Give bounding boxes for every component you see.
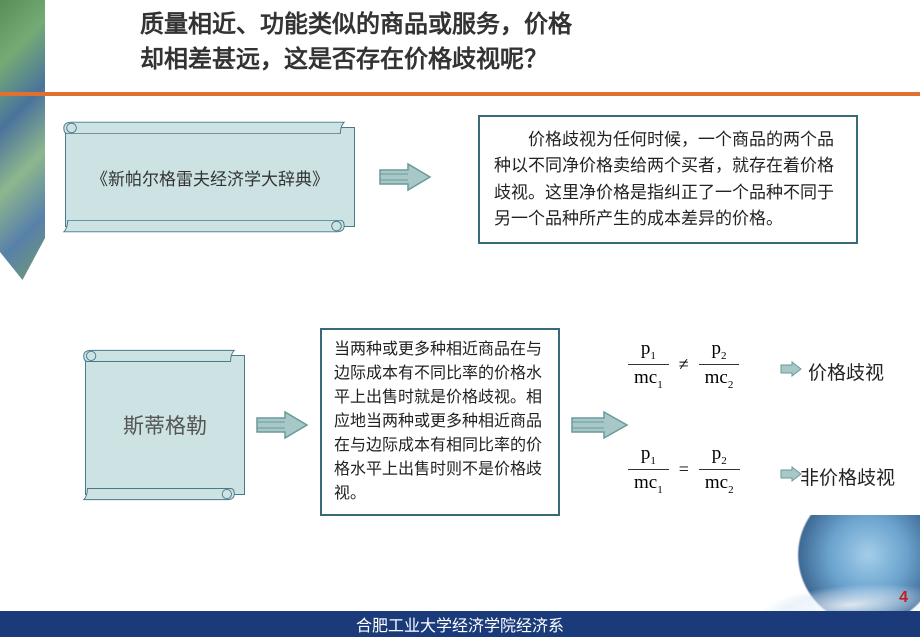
eq-symbol: = [679,459,689,480]
mini-arrow-icon [780,361,802,377]
arrow-icon [255,410,310,440]
mini-arrow-icon [780,466,802,482]
formula-eq: p1 mc1 = p2 mc2 [628,443,740,496]
definition-text-1: 价格歧视为任何时候，一个商品的两个品种以不同净价格卖给两个买者，就存在着价格歧视… [494,130,834,228]
definition-box-palgrave: 价格歧视为任何时候，一个商品的两个品种以不同净价格卖给两个买者，就存在着价格歧视… [478,115,858,244]
title-line-1: 质量相近、功能类似的商品或服务，价格 [140,11,572,38]
page-number: 4 [899,589,908,607]
definition-text-2: 当两种或更多种相近商品在与边际成本有不同比率的价格水平上出售时就是价格歧视。相应… [334,341,542,502]
stigler-card: 斯蒂格勒 [85,355,245,495]
footer-bar: 合肥工业大学经济学院经济系 [0,611,920,637]
dictionary-card-label: 《新帕尔格雷夫经济学大辞典》 [66,128,354,226]
neq-symbol: ≠ [679,354,689,375]
formula-neq: p1 mc1 ≠ p2 mc2 [628,338,739,391]
dictionary-card: 《新帕尔格雷夫经济学大辞典》 [65,127,355,227]
slide-title: 质量相近、功能类似的商品或服务，价格 却相差甚远，这是否存在价格歧视呢？ [140,8,900,78]
left-decoration [0,0,45,280]
arrow-icon [570,410,630,440]
definition-box-stigler: 当两种或更多种相近商品在与边际成本有不同比率的价格水平上出售时就是价格歧视。相应… [320,328,560,516]
stigler-card-label: 斯蒂格勒 [86,356,244,494]
label-non-price-discrim: 非价格歧视 [800,463,895,490]
footer-text: 合肥工业大学经济学院经济系 [356,612,564,636]
title-line-2: 却相差甚远，这是否存在价格歧视呢？ [140,46,548,73]
label-price-discrim: 价格歧视 [808,358,884,385]
orange-divider [0,92,920,96]
arrow-icon [378,162,433,192]
